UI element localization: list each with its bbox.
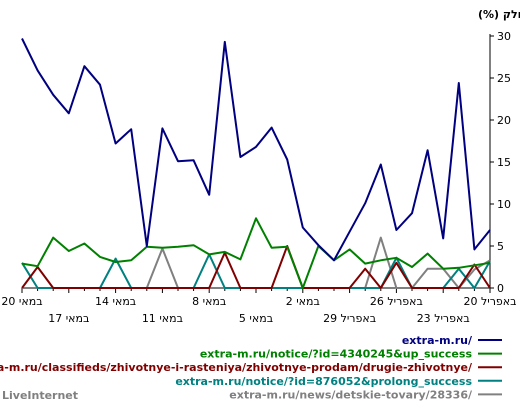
x-tick-label: 26 באפריל: [370, 295, 423, 308]
series-line-extra-m-ru-news-detskie-tovary-28336: [22, 236, 491, 289]
y-tick-label: 10: [497, 198, 511, 211]
series-lines: [21, 38, 491, 289]
x-tick-label: 11 במאי: [142, 312, 183, 325]
legend: extra-m.ru/extra-m.ru/notice/?id=4340245…: [0, 334, 502, 401]
series-line-extra-m-ru: [21, 38, 491, 262]
x-tick-label: 17 במאי: [48, 312, 89, 325]
x-tick-label: 14 במאי: [95, 295, 136, 308]
y-tick-label: 5: [497, 240, 504, 253]
x-tick-label: 20 במאי: [1, 295, 42, 308]
legend-label: extra-m.ru/classifieds/zhivotnye-i-raste…: [0, 361, 473, 374]
x-tick-label: 2 במאי: [286, 295, 320, 308]
y-axis-title: (%) חלק: [478, 8, 520, 21]
y-tick-label: 30: [497, 30, 511, 43]
x-tick-label: 23 באפריל: [417, 312, 470, 325]
y-tick-label: 0: [497, 282, 504, 295]
legend-label: extra-m.ru/news/detskie-tovary/28336/: [229, 388, 473, 401]
x-tick-label: 8 במאי: [192, 295, 226, 308]
watermark: LiveInternet: [2, 389, 78, 402]
y-tick-label: 15: [497, 156, 511, 169]
series-line-extra-m-ru-classifieds-zhivotnye-i-rasteniya-zhivotnye-prodam-drugie-zhivotnye: [21, 245, 491, 289]
x-tick-label: 20 באפריל: [463, 295, 516, 308]
legend-label: extra-m.ru/notice/?id=4340245&up_success: [200, 348, 473, 361]
series-line-extra-m-ru-notice-id-4340245-up-success: [21, 217, 491, 289]
legend-label: extra-m.ru/notice/?id=876052&prolong_suc…: [175, 375, 472, 388]
y-ticks: 0 5 10 15 20 25 30: [490, 30, 511, 295]
x-tick-label: 29 באפריל: [323, 312, 376, 325]
x-tick-label: 5 במאי: [239, 312, 273, 325]
y-tick-label: 25: [497, 72, 511, 85]
legend-label: extra-m.ru/: [402, 334, 473, 347]
y-tick-label: 20: [497, 114, 511, 127]
